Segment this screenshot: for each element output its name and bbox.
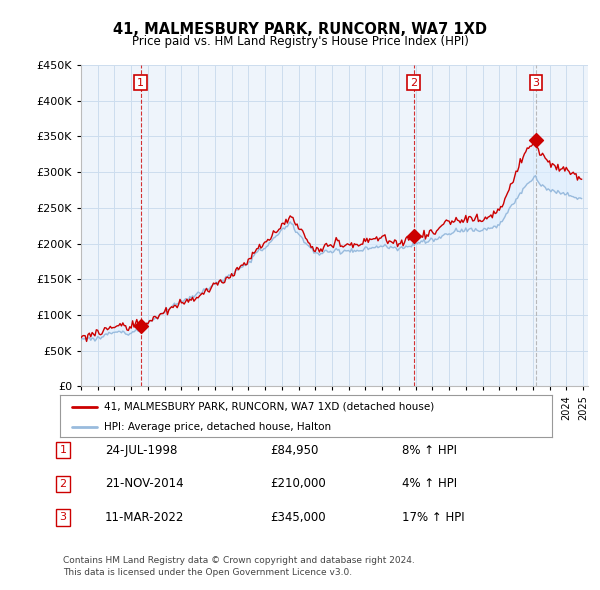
Text: 3: 3 (532, 78, 539, 87)
Text: 24-JUL-1998: 24-JUL-1998 (105, 444, 178, 457)
Point (531, 135, 541, 145)
Text: £345,000: £345,000 (270, 511, 326, 524)
Text: 2: 2 (410, 78, 418, 87)
Point (409, 232, 419, 241)
Text: 41, MALMESBURY PARK, RUNCORN, WA7 1XD: 41, MALMESBURY PARK, RUNCORN, WA7 1XD (113, 22, 487, 37)
Text: 8% ↑ HPI: 8% ↑ HPI (402, 444, 457, 457)
Text: £210,000: £210,000 (270, 477, 326, 490)
Text: 1: 1 (59, 445, 67, 455)
Text: 11-MAR-2022: 11-MAR-2022 (105, 511, 184, 524)
Text: 1: 1 (137, 78, 144, 87)
Text: HPI: Average price, detached house, Halton: HPI: Average price, detached house, Halt… (104, 422, 331, 432)
Text: 41, MALMESBURY PARK, RUNCORN, WA7 1XD (detached house): 41, MALMESBURY PARK, RUNCORN, WA7 1XD (d… (104, 402, 434, 412)
Text: 2: 2 (59, 479, 67, 489)
Text: £84,950: £84,950 (270, 444, 319, 457)
Text: 4% ↑ HPI: 4% ↑ HPI (402, 477, 457, 490)
Text: 21-NOV-2014: 21-NOV-2014 (105, 477, 184, 490)
Text: 17% ↑ HPI: 17% ↑ HPI (402, 511, 464, 524)
Text: Contains HM Land Registry data © Crown copyright and database right 2024.
This d: Contains HM Land Registry data © Crown c… (63, 556, 415, 577)
Text: 3: 3 (59, 513, 67, 522)
Point (136, 321, 145, 330)
Text: Price paid vs. HM Land Registry's House Price Index (HPI): Price paid vs. HM Land Registry's House … (131, 35, 469, 48)
